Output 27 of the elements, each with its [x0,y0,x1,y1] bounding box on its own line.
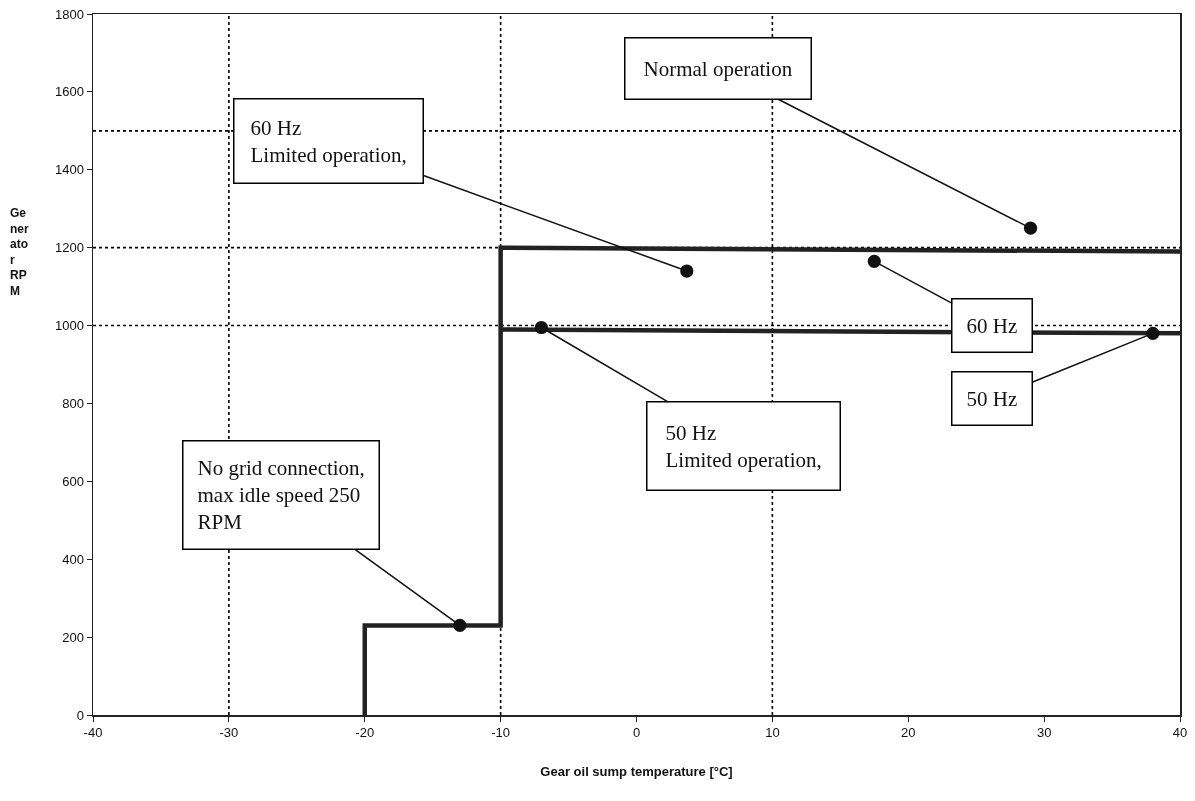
x-tick-label: 0 [632,725,641,741]
x-tick-label: -30 [219,725,239,741]
y-tick-label: 0 [76,707,84,723]
annotation: 50 Hz Limited operation, [665,420,822,472]
y-tick-label: 1400 [54,162,84,178]
x-tick-label: 40 [1172,725,1188,741]
annotation: No grid connection, max idle speed 250 RPM [197,455,365,535]
y-tick-label: 800 [62,395,84,411]
y-tick-label: 1600 [54,84,84,100]
x-tick-label: -10 [491,725,511,741]
y-tick-label: 200 [62,629,84,645]
annotation: Normal operation [643,56,793,81]
annotation: 50 Hz [966,386,1018,411]
y-tick-label: 600 [62,473,84,489]
x-tick-label: -40 [83,725,103,741]
annotation: 60 Hz [966,313,1018,338]
x-tick-label: 20 [901,725,916,741]
y-tick-label: 400 [62,551,84,567]
y-tick-label: 1800 [54,6,84,22]
y-tick-label: 1000 [54,318,84,334]
y-tick-label: 1200 [54,240,84,256]
x-tick-label: 30 [1036,725,1052,741]
x-tick-label: -20 [355,725,375,741]
x-axis-title: Gear oil sump temperature [°C] [540,764,733,780]
x-tick-label: 10 [765,725,780,741]
y-axis-title: Ge ner ato r RP M [10,206,29,298]
annotation: 60 Hz Limited operation, [250,115,407,167]
